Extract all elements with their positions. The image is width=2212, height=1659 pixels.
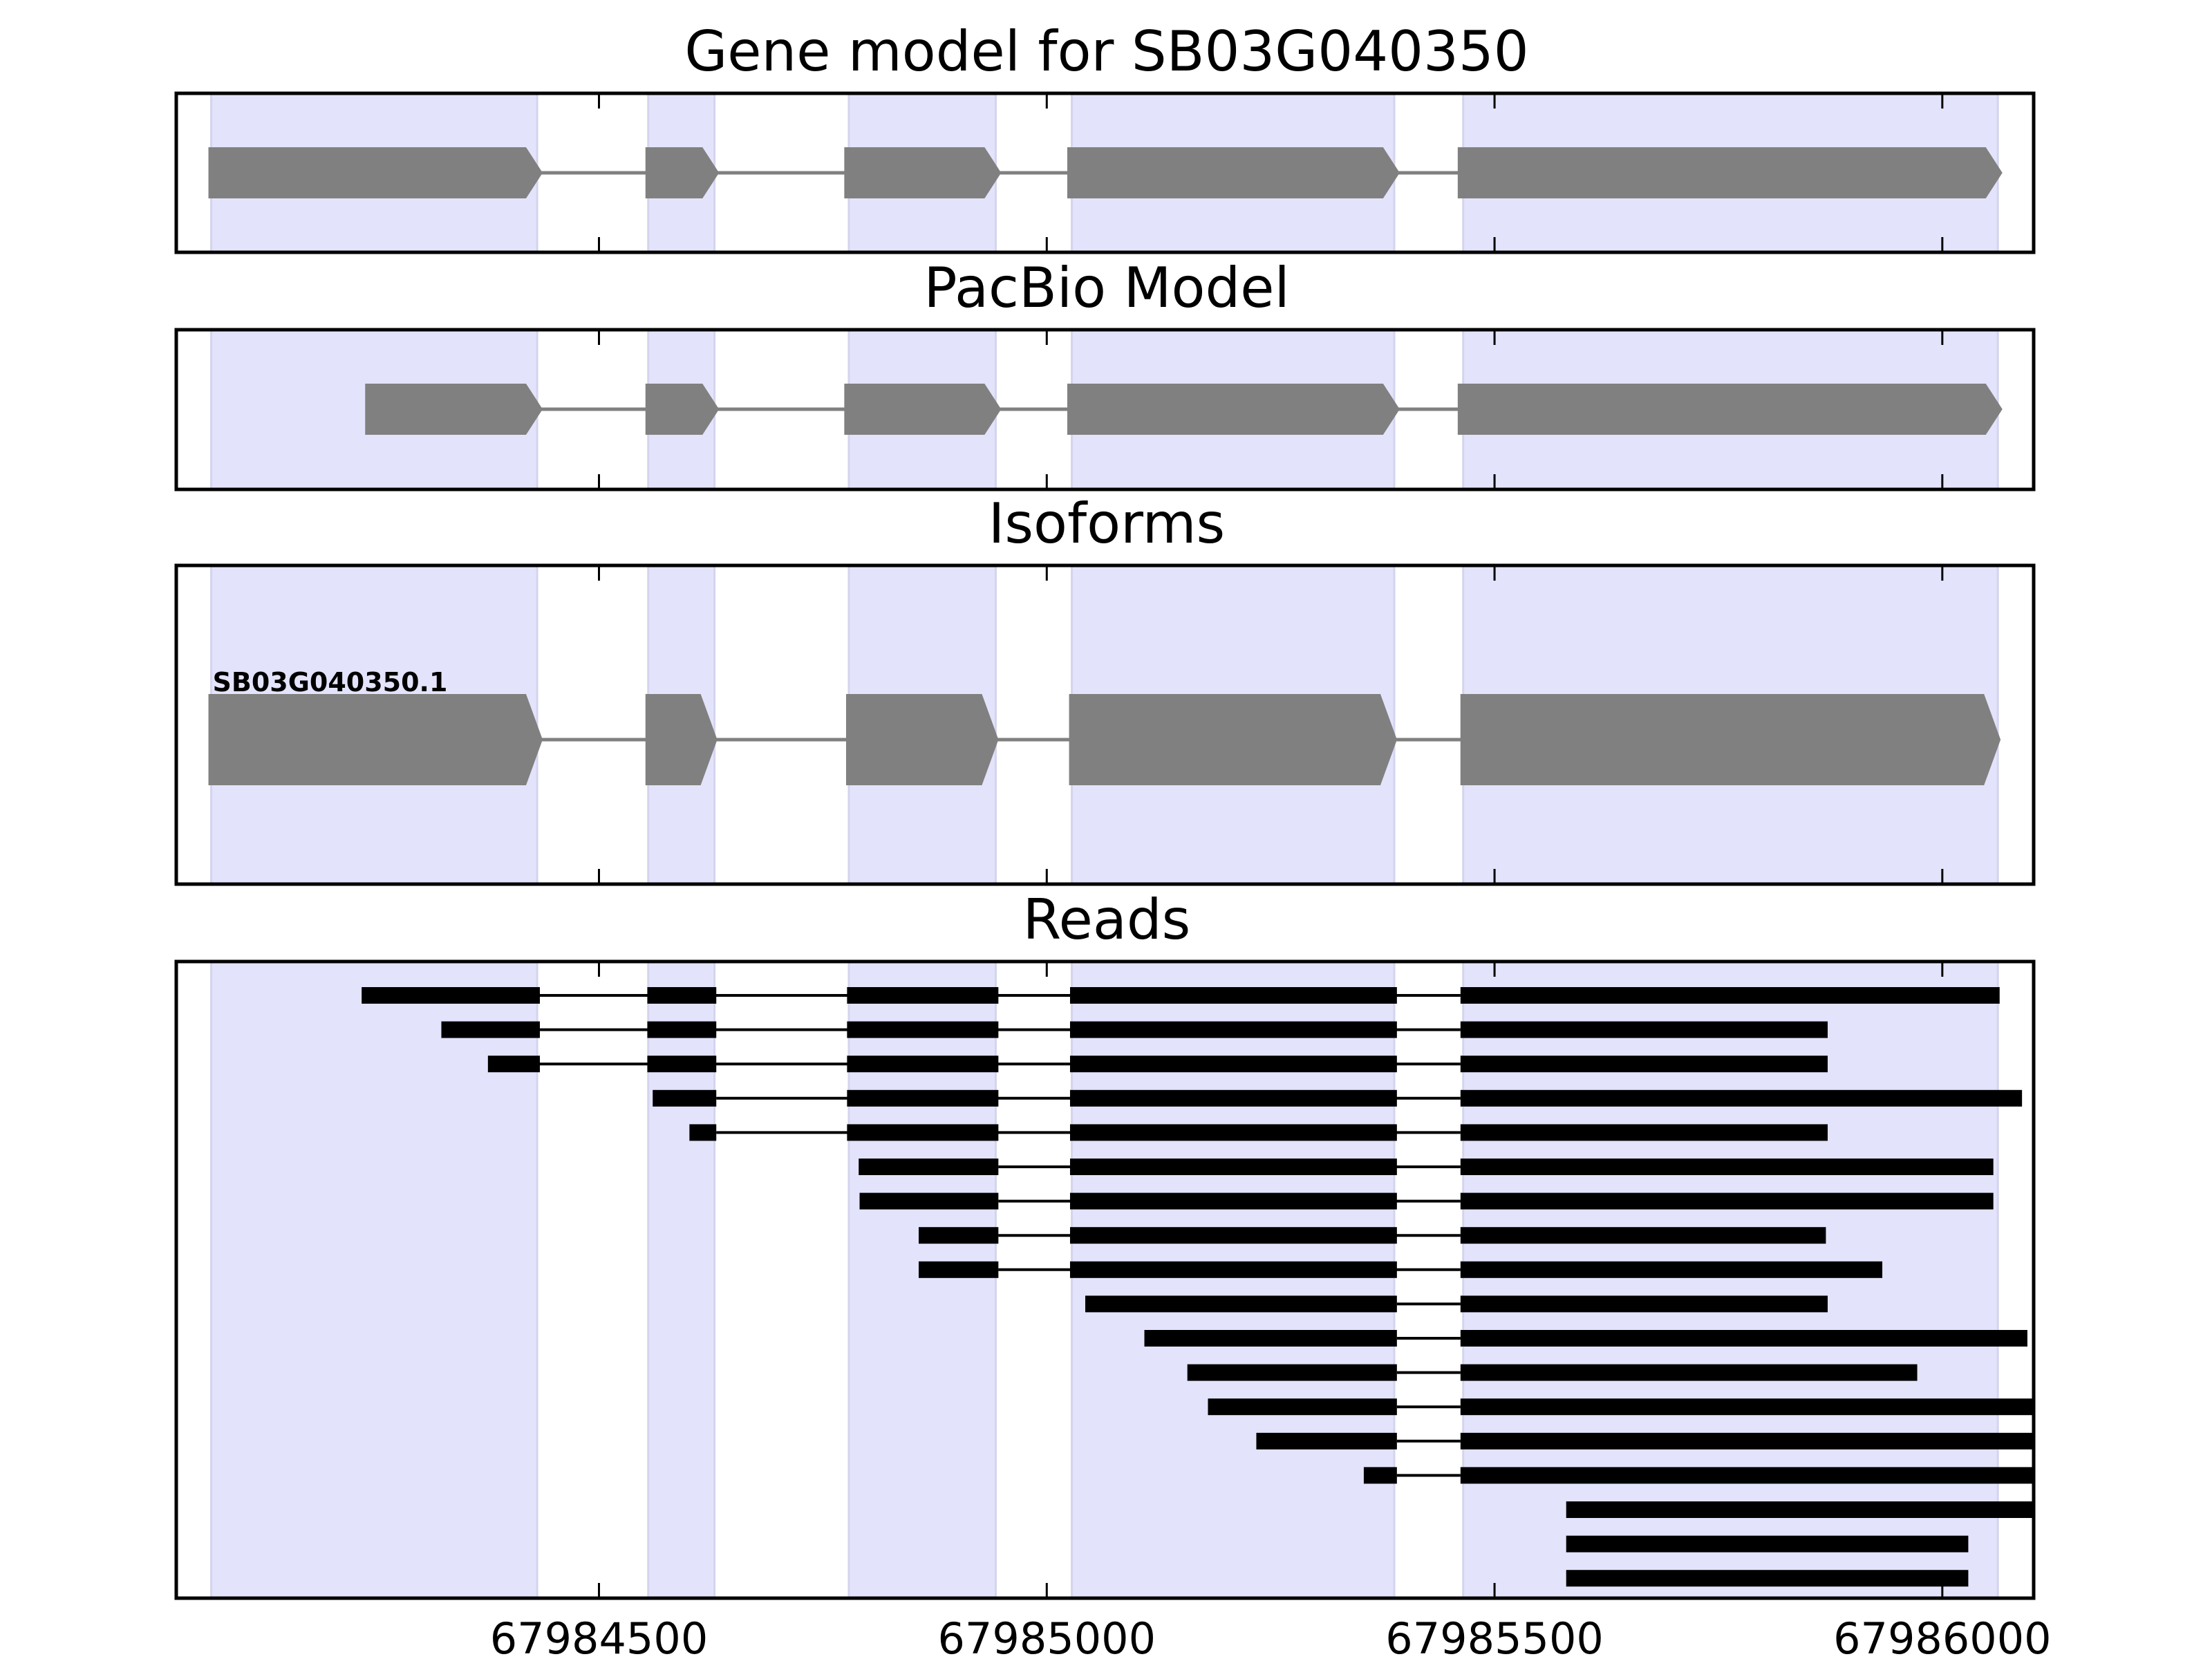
exon-shading [210,960,538,1600]
read-block [362,987,540,1004]
read-block [1460,1056,1828,1073]
exon-arrow [645,694,718,785]
read-block [1460,987,2000,1004]
read-block [1460,1192,1994,1210]
read-block [1069,1192,1397,1210]
read-block [647,1021,717,1038]
read-block [1460,1295,1828,1313]
read-block [1460,1089,2023,1107]
exon-arrow [645,384,720,435]
read-block [647,987,717,1004]
read-block [1187,1364,1397,1381]
read-block [1460,1261,1883,1278]
exon-arrow [1067,147,1400,198]
read-block [847,1056,999,1073]
read-block [847,1089,999,1107]
read-block [1566,1501,2034,1518]
read-block [1144,1330,1397,1347]
read-block [1566,1535,1969,1553]
x-tick-label: 67986000 [1833,1613,2052,1659]
exon-arrow [208,147,543,198]
read-block [919,1261,999,1278]
read-block [1460,1227,1826,1244]
read-block [1069,987,1397,1004]
read-block [1460,1021,1828,1038]
read-block [1069,1089,1397,1107]
read-block [847,1124,999,1141]
x-tick-label: 67985000 [937,1613,1156,1659]
read-block [1069,1056,1397,1073]
read-block [1363,1467,1397,1484]
panel-border [174,959,2036,1600]
exon-arrow [1067,384,1400,435]
read-block [1069,1124,1397,1141]
exon-arrow [1457,384,2003,435]
panel-border [174,91,2036,254]
read-block [1208,1398,1397,1416]
read-block [441,1021,540,1038]
exon-arrow [1460,694,2001,785]
exon-arrow [1457,147,2003,198]
isoforms-title: Isoforms [988,491,1225,556]
exon-arrow [844,384,1002,435]
read-block [1069,1021,1397,1038]
isoform-label: SB03G040350.1 [213,667,448,697]
read-block [1460,1330,2027,1347]
read-block [689,1124,717,1141]
exon-arrow [645,147,720,198]
x-tick-label: 67984500 [490,1613,709,1659]
x-tick-label: 67985500 [1385,1613,1604,1659]
read-block [1460,1124,1828,1141]
read-block [1085,1295,1397,1313]
read-block [1069,1227,1397,1244]
exon-arrow [1069,694,1397,785]
reads-title: Reads [1023,888,1191,952]
pacbio-model-title: PacBio Model [924,256,1289,320]
read-block [919,1227,999,1244]
read-block [1460,1364,1918,1381]
read-block [653,1089,717,1107]
gene-model-title: Gene model for SB03G040350 [684,19,1528,84]
read-block [647,1056,717,1073]
read-block [1460,1398,2034,1416]
exon-arrow [365,384,543,435]
read-block [1460,1432,2034,1450]
read-block [859,1159,999,1175]
exon-arrow [845,694,999,785]
read-block [1460,1159,1994,1175]
read-block [859,1192,999,1210]
read-block [1069,1159,1397,1175]
panel-border [174,328,2036,491]
exon-arrow [208,694,543,785]
read-block [847,1021,999,1038]
read-block [1256,1432,1397,1450]
read-block [847,987,999,1004]
read-block [1069,1261,1397,1278]
read-block [487,1056,540,1073]
read-block [1460,1467,2034,1484]
read-block [1566,1570,1969,1587]
exon-arrow [844,147,1002,198]
panel-border [174,563,2036,886]
